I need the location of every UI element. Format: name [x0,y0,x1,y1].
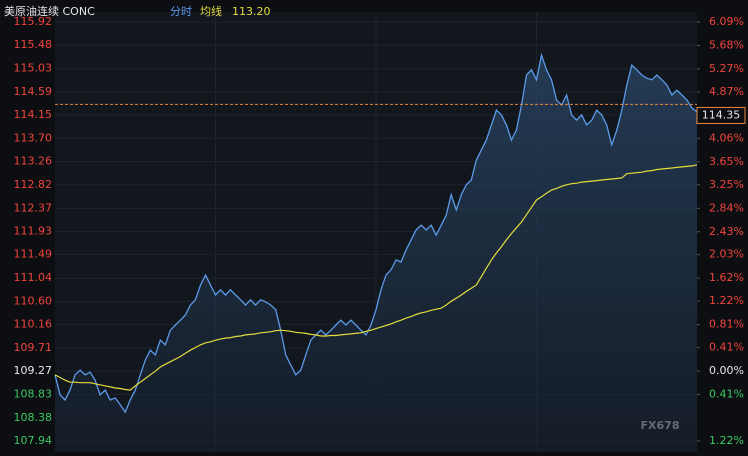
y-tick-label: 115.92 [14,15,53,28]
y-tick-label: 109.71 [14,341,53,354]
y-tick-label: 108.83 [14,387,53,400]
avg-value: 113.20 [232,5,271,18]
y2-tick-label: 4.87% [709,85,744,98]
y2-tick-label: 2.03% [709,248,744,261]
last-price-label: 114.35 [702,108,741,121]
y2-tick-label: 5.27% [709,62,744,75]
y-tick-label: 114.15 [14,108,53,121]
y-tick-label: 115.03 [14,62,53,75]
y2-tick-label: 0.41% [709,388,744,401]
y-tick-label: 108.38 [14,411,53,424]
average-line [54,164,698,391]
y-tick-label: 109.27 [14,364,53,377]
y2-tick-label: 5.68% [709,39,744,52]
y2-tick-label: 3.65% [709,155,744,168]
y-tick-label: 113.70 [14,132,53,145]
y-tick-label: 112.82 [14,178,53,191]
y-tick-label: 111.93 [14,225,53,238]
watermark: FX678 [641,419,680,432]
avg-label: 均线 [200,4,222,18]
chart-title: 美原油连续 CONC [4,4,95,18]
y2-tick-label: 2.43% [709,225,744,238]
price-line [54,52,698,414]
last-price-box [696,106,746,124]
y-tick-label: 114.59 [14,85,53,98]
y-tick-label: 113.26 [14,155,53,168]
price-area [55,55,697,452]
y-tick-label: 110.60 [14,294,53,307]
plot-layer: 115.92 115.48 115.03 114.59 114.15 113.70 113.… [14,12,746,452]
y-tick-label: 107.94 [14,434,53,447]
y2-tick-label: 0.41% [709,341,744,354]
y2-tick-label: 2.84% [709,201,744,214]
y-tick-label: 111.49 [14,248,53,261]
y2-tick-label: 1.22% [709,294,744,307]
y-tick-label: 112.37 [14,201,53,214]
y2-tick-label: 0.81% [709,318,744,331]
y-tick-label: 110.16 [14,317,53,330]
y-tick-label: 111.04 [14,271,53,284]
y2-tick-label: 4.06% [709,131,744,144]
y2-tick-label: 1.62% [709,271,744,284]
y2-tick-label: 1.22% [709,434,744,447]
y2-tick-label: 3.25% [709,178,744,191]
y2-tick-label: 6.09% [709,15,744,28]
mode-label: 分时 [170,5,192,18]
y2-tick-label: 0.00% [709,364,744,377]
y-tick-label: 115.48 [14,38,53,51]
